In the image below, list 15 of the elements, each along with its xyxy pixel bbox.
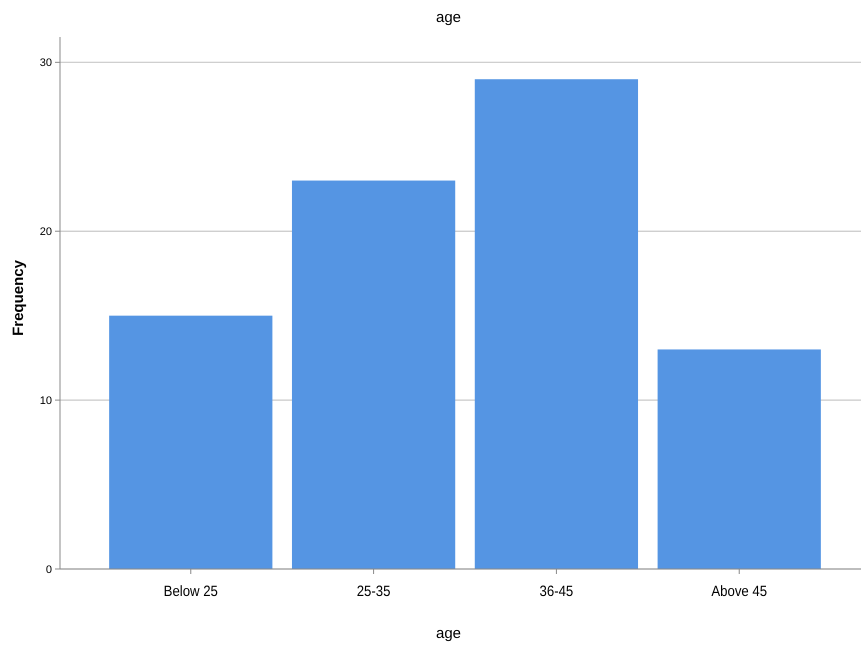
x-tick-label: 25-35	[356, 582, 391, 600]
x-tick-label: Below 25	[164, 582, 218, 600]
x-tick-label: Above 45	[711, 582, 768, 600]
x-tick-label: 36-45	[540, 582, 574, 600]
y-tick-label: 20	[40, 226, 52, 238]
y-tick-label: 30	[40, 57, 52, 70]
bar	[109, 316, 272, 569]
y-tick-label: 0	[46, 564, 52, 576]
y-tick-label: 10	[40, 394, 52, 407]
bar	[292, 180, 456, 569]
x-axis-title: age	[436, 625, 462, 642]
bar	[658, 349, 821, 569]
chart-title: age	[436, 9, 462, 26]
bar	[474, 79, 638, 569]
y-axis-title: Frequency	[10, 259, 27, 336]
